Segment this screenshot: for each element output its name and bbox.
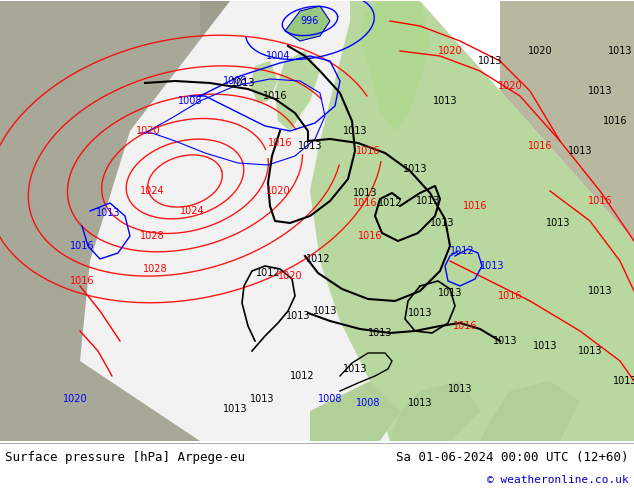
Text: 1016: 1016 [603,116,627,126]
Text: 1013: 1013 [223,404,247,414]
Polygon shape [0,1,200,61]
Text: 1016: 1016 [463,201,488,211]
Text: 1016: 1016 [588,196,612,206]
Text: 1013: 1013 [448,384,472,394]
Text: 1013: 1013 [353,188,377,198]
Text: 1016: 1016 [262,91,287,101]
Polygon shape [285,6,330,41]
Text: 996: 996 [301,16,319,26]
Polygon shape [250,61,278,103]
Polygon shape [0,361,300,441]
Text: 1012: 1012 [256,268,280,278]
Text: 1013: 1013 [416,196,440,206]
Text: 1013: 1013 [433,96,457,106]
Text: Surface pressure [hPa] Arpege-eu: Surface pressure [hPa] Arpege-eu [5,451,245,465]
Text: 1020: 1020 [437,46,462,56]
Text: 1012: 1012 [290,371,314,381]
Text: 1016: 1016 [356,146,380,156]
Text: 1016: 1016 [353,198,377,208]
Text: 1016: 1016 [527,141,552,151]
Text: © weatheronline.co.uk: © weatheronline.co.uk [488,475,629,485]
Text: 1008: 1008 [178,96,202,106]
Polygon shape [310,1,634,441]
Text: 1020: 1020 [63,394,87,404]
Text: 1008: 1008 [318,394,342,404]
Text: 1013: 1013 [403,164,427,174]
Text: 1013: 1013 [430,218,454,228]
Text: 1016: 1016 [358,231,382,241]
Text: 1013: 1013 [437,288,462,298]
Text: 1016: 1016 [70,241,94,251]
Text: 1013: 1013 [568,146,592,156]
Text: 1016: 1016 [268,138,292,148]
Text: 1028: 1028 [143,264,167,274]
Polygon shape [500,1,634,441]
Text: 1012: 1012 [450,246,474,256]
Text: 1020: 1020 [278,271,302,281]
Text: 1013: 1013 [493,336,517,346]
Text: 1013: 1013 [96,208,120,218]
Text: 1013: 1013 [343,126,367,136]
Text: 1020: 1020 [136,126,160,136]
Text: 1013: 1013 [533,341,557,351]
Text: 1016: 1016 [70,276,94,286]
Text: 1020: 1020 [527,46,552,56]
Text: 1013: 1013 [343,364,367,374]
Text: 1013: 1013 [250,394,275,404]
Text: 1013: 1013 [313,306,337,316]
Polygon shape [390,381,480,441]
Text: 1013: 1013 [546,218,570,228]
Text: 1020: 1020 [498,81,522,91]
Polygon shape [80,1,634,441]
Text: 1013: 1013 [588,86,612,96]
Text: 1013: 1013 [578,346,602,356]
Text: 1013: 1013 [408,398,432,408]
Text: 1013: 1013 [608,46,632,56]
Polygon shape [360,1,430,131]
Text: 1008: 1008 [223,76,247,86]
Polygon shape [0,1,210,441]
Text: Sa 01-06-2024 00:00 UTC (12+60): Sa 01-06-2024 00:00 UTC (12+60) [396,451,629,465]
Text: 1004: 1004 [266,51,290,61]
Polygon shape [200,1,380,61]
Text: 1012: 1012 [306,254,330,264]
Text: 1020: 1020 [266,186,290,196]
Text: 1013: 1013 [231,78,256,88]
Text: 1013: 1013 [408,308,432,318]
Text: 1024: 1024 [179,206,204,216]
Text: 1024: 1024 [139,186,164,196]
Text: 1012: 1012 [378,198,403,208]
Text: 1016: 1016 [453,321,477,331]
Text: 1013: 1013 [478,56,502,66]
Polygon shape [480,381,580,441]
Text: 1013: 1013 [286,311,310,321]
Text: 1013: 1013 [588,286,612,296]
Text: 1013: 1013 [368,328,392,338]
Polygon shape [275,51,320,131]
Text: 1028: 1028 [139,231,164,241]
Polygon shape [310,381,400,441]
Text: 1013: 1013 [480,261,504,271]
Text: 1008: 1008 [356,398,380,408]
Text: 1016: 1016 [498,291,522,301]
Text: 1013: 1013 [612,376,634,386]
Text: 1013: 1013 [298,141,322,151]
